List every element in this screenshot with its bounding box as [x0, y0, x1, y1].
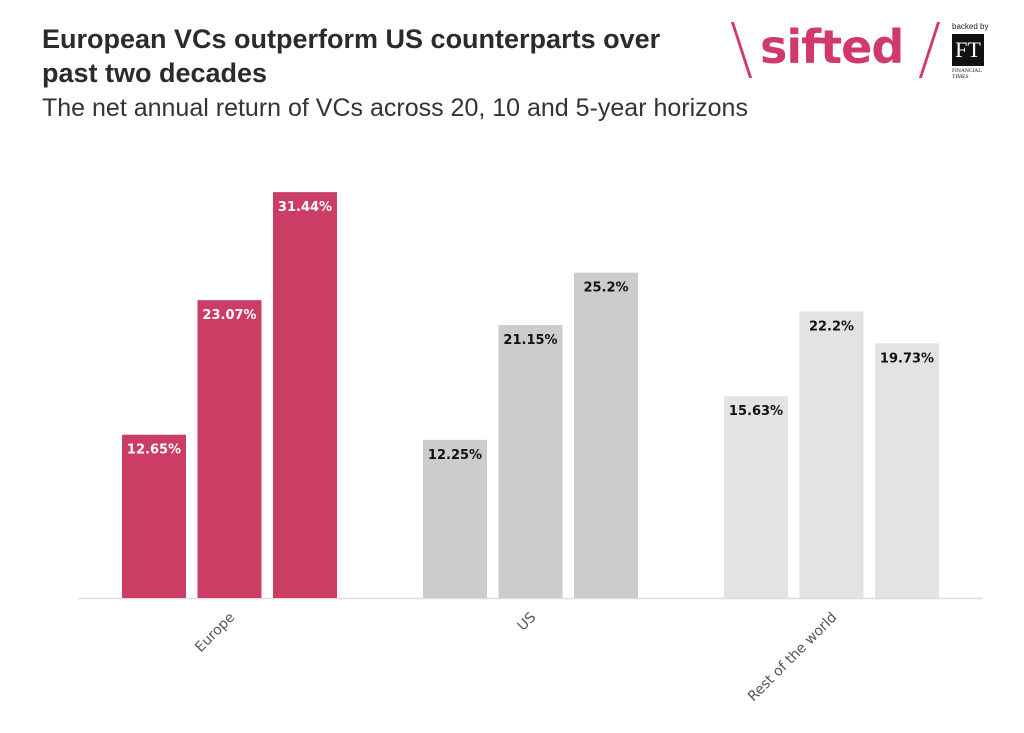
bar-value-label: 15.63% — [729, 404, 783, 419]
bar — [875, 343, 939, 598]
bar-value-label: 19.73% — [880, 351, 934, 366]
bar — [197, 300, 262, 598]
ft-name: FINANCIAL TIMES — [952, 68, 982, 80]
bar-value-label: 22.2% — [809, 319, 854, 334]
bar — [498, 324, 563, 598]
x-tick-label: US — [514, 609, 539, 634]
bar — [423, 439, 487, 598]
bar-value-label: 25.2% — [583, 281, 628, 296]
bar — [122, 434, 186, 598]
sifted-logo: sifted backed by FT FINANCIAL TIMES — [730, 20, 1000, 84]
bar-value-label: 23.07% — [202, 308, 256, 323]
ft-logo: FT — [952, 34, 984, 66]
bar-value-label: 21.15% — [503, 333, 557, 348]
bar — [574, 272, 638, 598]
bar — [799, 311, 864, 598]
bar-value-label: 12.65% — [127, 443, 181, 458]
bar-value-label: 12.25% — [428, 448, 482, 463]
x-tick-label: Europe — [192, 610, 238, 656]
bar-value-label: 31.44% — [278, 200, 332, 215]
bar — [724, 396, 788, 598]
chart-title: European VCs outperform US counterparts … — [42, 24, 661, 88]
bar — [273, 192, 337, 598]
logo-wordmark: sifted — [760, 20, 904, 74]
chart-subtitle: The net annual return of VCs across 20, … — [42, 94, 748, 122]
x-tick-label: Rest of the world — [745, 610, 840, 705]
backed-by-text: backed by — [952, 22, 989, 31]
